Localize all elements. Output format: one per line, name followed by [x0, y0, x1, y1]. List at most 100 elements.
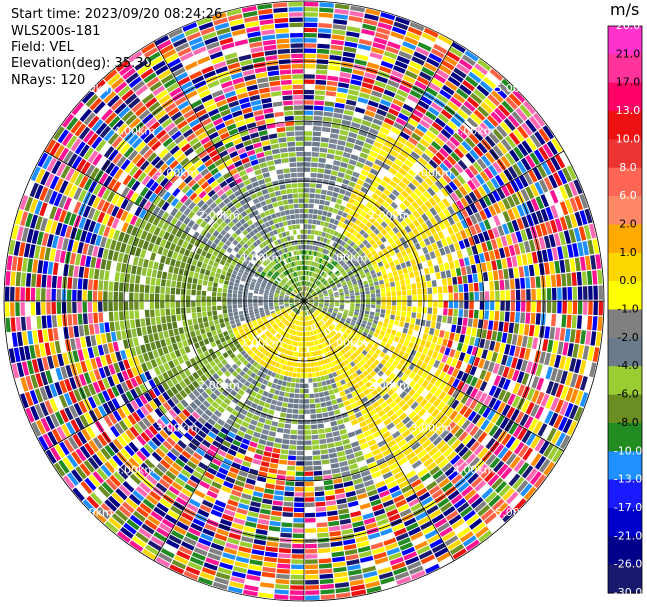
ppi-gate [355, 54, 369, 61]
ppi-gate [359, 555, 374, 563]
ppi-gate [477, 319, 484, 329]
ppi-gate [429, 226, 437, 235]
ppi-gate [330, 273, 336, 279]
ppi-gate [37, 329, 44, 343]
ppi-gate [314, 246, 319, 251]
ppi-gate [212, 310, 218, 316]
ppi-gate [290, 574, 304, 580]
ppi-gate [338, 513, 350, 520]
ppi-gate [427, 533, 441, 544]
ppi-gate [212, 538, 226, 547]
ppi-gate [421, 439, 432, 449]
ppi-gate [585, 255, 591, 271]
ppi-gate [446, 100, 459, 112]
ppi-gate [348, 197, 355, 204]
ppi-gate [350, 322, 356, 327]
ppi-gate [412, 264, 418, 272]
ppi-gate [514, 177, 524, 190]
ppi-gate [491, 351, 498, 363]
ppi-gate [309, 352, 313, 357]
ppi-gate [436, 256, 443, 265]
ppi-gate [451, 341, 458, 350]
ppi-gate [446, 170, 456, 180]
ppi-gate [222, 309, 228, 314]
ppi-gate [365, 353, 372, 359]
ppi-gate [365, 160, 374, 168]
ppi-gate [394, 158, 404, 167]
ppi-gate [533, 112, 546, 127]
ppi-gate [371, 145, 381, 154]
ppi-gate [296, 450, 304, 456]
ppi-gate [246, 516, 258, 523]
ppi-gate [322, 290, 328, 294]
ppi-gate [258, 513, 270, 520]
ppi-gate [290, 569, 304, 575]
ppi-gate [278, 329, 283, 334]
ppi-gate [304, 177, 310, 183]
ppi-gate [328, 207, 334, 213]
ppi-gate [293, 512, 304, 518]
ppi-gate [175, 335, 181, 343]
ppi-gate [417, 449, 428, 459]
ppi-gate [186, 460, 197, 470]
ppi-gate [387, 205, 395, 213]
ppi-gate [370, 269, 376, 275]
ppi-gate [216, 495, 228, 503]
ppi-gate [474, 291, 479, 301]
ppi-gate [442, 530, 456, 542]
ppi-gate [319, 7, 334, 13]
ppi-gate [312, 341, 316, 346]
ppi-gate [386, 457, 397, 466]
ppi-gate [403, 273, 410, 280]
ppi-gate [441, 278, 447, 286]
ppi-gate [337, 251, 343, 257]
ppi-gate [387, 439, 397, 448]
ppi-gate [442, 173, 452, 184]
ppi-gate [348, 273, 354, 278]
ppi-gate [428, 126, 440, 136]
ppi-gate [247, 511, 259, 518]
ppi-gate [199, 571, 215, 581]
ppi-gate [314, 298, 319, 300]
ppi-gate [249, 441, 258, 448]
ppi-gate [402, 145, 413, 155]
ppi-gate [335, 370, 342, 376]
ppi-gate [257, 388, 264, 395]
ppi-gate [314, 193, 321, 199]
ppi-gate [298, 414, 304, 420]
ppi-gate [348, 313, 354, 317]
ppi-gate [468, 71, 482, 84]
ppi-gate [531, 212, 539, 225]
ppi-gate [365, 177, 373, 185]
ppi-gate [422, 115, 434, 125]
ppi-gate [376, 217, 384, 224]
ppi-gate [304, 89, 315, 95]
ppi-gate [548, 234, 556, 248]
ppi-gate [361, 349, 368, 356]
ppi-gate [352, 372, 359, 379]
ppi-gate [239, 498, 251, 505]
ppi-gate [456, 63, 470, 75]
ppi-gate [149, 301, 155, 310]
ppi-gate [495, 237, 503, 248]
ppi-gate [383, 278, 389, 284]
ppi-gate [113, 311, 119, 321]
ppi-gate [569, 404, 579, 420]
ppi-gate [304, 53, 316, 59]
ppi-gate [289, 317, 293, 322]
ppi-gate [344, 293, 350, 297]
ppi-gate [450, 324, 457, 333]
ppi-gate [345, 344, 351, 351]
ppi-gate [539, 351, 546, 364]
ppi-gate [451, 368, 460, 378]
ppi-gate [306, 305, 310, 309]
ppi-gate [317, 246, 322, 252]
ppi-gate [372, 42, 386, 50]
ppi-gate [263, 451, 272, 457]
ppi-gate [477, 431, 488, 443]
ppi-gate [337, 357, 343, 363]
ppi-gate [325, 249, 330, 255]
ppi-gate [319, 297, 324, 300]
ppi-gate [466, 326, 472, 336]
ppi-gate [323, 474, 333, 480]
